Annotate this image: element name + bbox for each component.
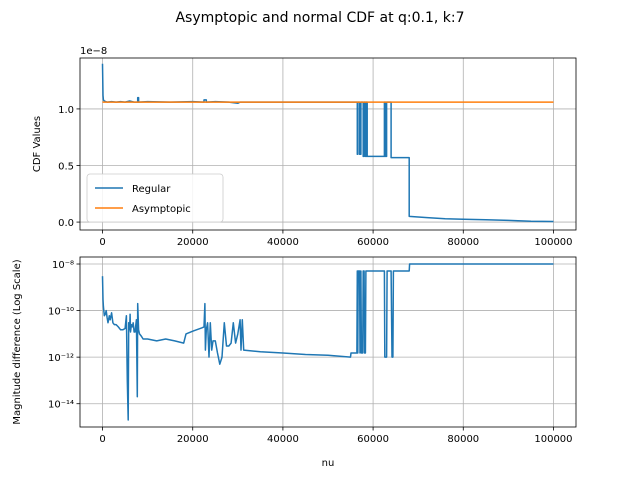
x-tick-label: 20000 [177, 434, 209, 445]
magnitude-difference-chart: 0 20000 40000 60000 80000 100000 10⁻¹⁴ 10⁻¹² 10⁻… [12, 256, 577, 469]
y-tick-label: 1.0 [58, 105, 74, 116]
x-tick-label: 100000 [534, 237, 572, 248]
legend-label: Asymptopic [132, 204, 191, 215]
legend-label: Regular [132, 184, 171, 195]
x-tick-label: 0 [99, 237, 105, 248]
y-tick-label: 10⁻¹⁰ [48, 307, 74, 318]
x-tick-label: 80000 [447, 237, 479, 248]
x-tick-label: 40000 [267, 237, 299, 248]
x-tick-label: 20000 [177, 237, 209, 248]
x-tick-label: 0 [99, 434, 105, 445]
axes-frame [79, 57, 577, 231]
y-tick-label: 10⁻¹⁴ [48, 400, 74, 411]
x-tick-label: 60000 [357, 237, 389, 248]
x-tick-label: 80000 [447, 434, 479, 445]
x-tick-label: 100000 [534, 434, 572, 445]
legend-box [86, 173, 224, 223]
y-tick-label: 0.0 [58, 218, 74, 229]
y-tick-label: 10⁻¹² [48, 353, 74, 364]
figure-title: Asymptopic and normal CDF at q:0.1, k:7 [175, 10, 464, 26]
y-axis-label: Magnitude difference (Log Scale) [12, 259, 23, 424]
series-group [101, 63, 554, 223]
cdf-values-chart: 0 20000 40000 60000 80000 100000 0.0 0.5 1.0 1e−8… [32, 46, 577, 248]
y-offset-label: 1e−8 [80, 46, 107, 57]
x-tick-label: 40000 [267, 434, 299, 445]
series-group [101, 263, 554, 421]
y-tick-label: 10⁻⁸ [52, 260, 74, 271]
x-axis-label: nu [322, 458, 335, 469]
series-line-difference [101, 263, 554, 421]
y-axis-label: CDF Values [32, 116, 43, 172]
x-tick-label: 60000 [357, 434, 389, 445]
axes-frame [79, 256, 577, 428]
y-tick-label: 0.5 [58, 162, 74, 173]
